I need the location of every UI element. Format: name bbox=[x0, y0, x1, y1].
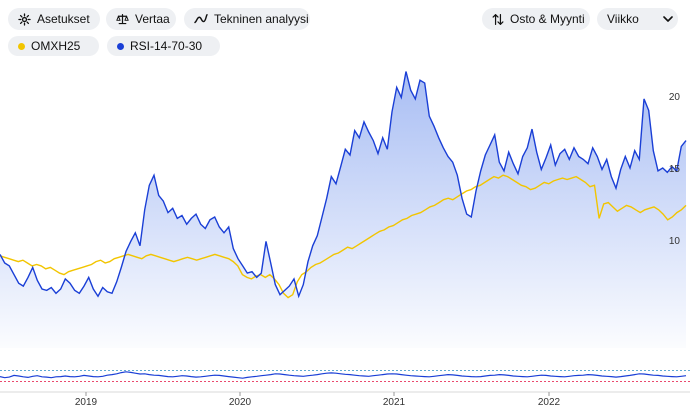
scale-icon bbox=[116, 13, 129, 26]
y-tick-label: 10 bbox=[669, 236, 681, 247]
omxh25-series-line bbox=[0, 174, 687, 299]
legend-rsi[interactable]: RSI-14-70-30 bbox=[107, 36, 220, 56]
technical-analysis-button[interactable]: Tekninen analyysi bbox=[184, 8, 310, 30]
legend-omxh25-label: OMXH25 bbox=[31, 39, 81, 53]
y-axis: 10 15 20 bbox=[669, 92, 681, 247]
rsi-series-line bbox=[0, 71, 687, 299]
rsi-oscillator-line bbox=[0, 371, 687, 379]
legend-dot-blue bbox=[117, 42, 124, 50]
x-axis: 2019 2020 2021 2022 bbox=[0, 391, 690, 408]
technical-analysis-label: Tekninen analyysi bbox=[214, 12, 309, 26]
x-tick-label: 2021 bbox=[383, 397, 406, 408]
settings-label: Asetukset bbox=[37, 12, 90, 26]
legend-dot-yellow bbox=[18, 42, 25, 50]
legend-omxh25[interactable]: OMXH25 bbox=[8, 36, 99, 56]
gear-icon bbox=[18, 12, 31, 26]
rsi-area-fill bbox=[0, 71, 686, 348]
rsi-oscillator-panel bbox=[0, 369, 690, 383]
compare-label: Vertaa bbox=[135, 12, 170, 26]
period-select[interactable]: Viikko bbox=[597, 8, 678, 30]
period-value: Viikko bbox=[607, 12, 639, 26]
trend-line-icon bbox=[194, 13, 208, 25]
x-tick-label: 2019 bbox=[75, 397, 98, 408]
x-tick-label: 2022 bbox=[538, 397, 561, 408]
legend-rsi-label: RSI-14-70-30 bbox=[130, 39, 203, 53]
y-tick-label: 15 bbox=[669, 164, 681, 175]
chevron-down-icon bbox=[662, 15, 673, 23]
main-plot-area bbox=[0, 71, 687, 348]
settings-button[interactable]: Asetukset bbox=[8, 8, 100, 30]
swap-arrows-icon bbox=[492, 13, 504, 26]
compare-button[interactable]: Vertaa bbox=[106, 8, 176, 30]
y-tick-label: 20 bbox=[669, 92, 681, 103]
buy-sell-label: Osto & Myynti bbox=[510, 12, 585, 26]
buy-sell-button[interactable]: Osto & Myynti bbox=[482, 8, 590, 30]
x-tick-label: 2020 bbox=[229, 397, 252, 408]
